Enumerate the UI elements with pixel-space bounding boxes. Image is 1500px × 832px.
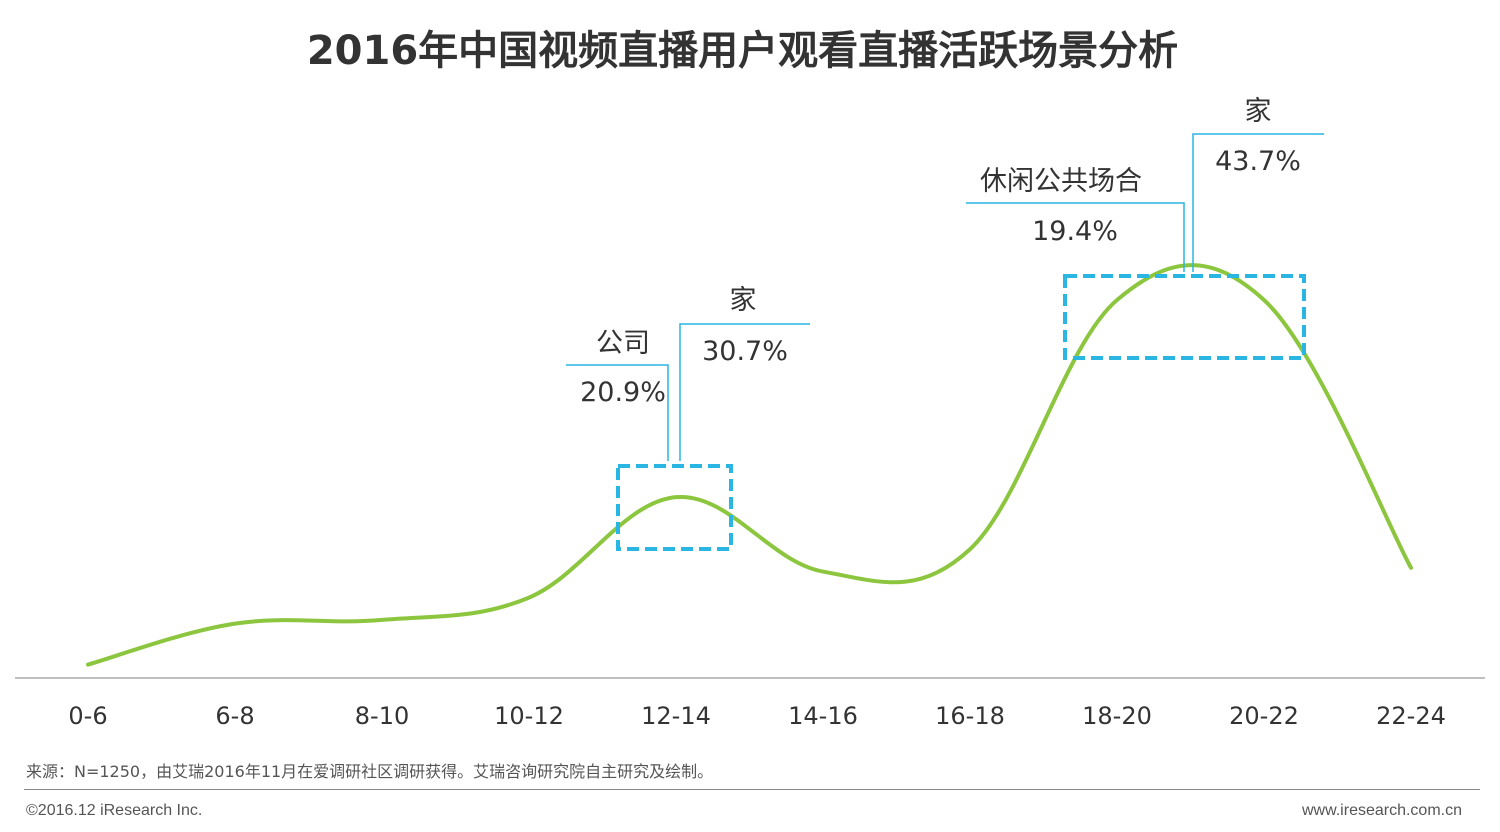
callout-line-0 <box>566 364 669 461</box>
annotation-value-2: 19.4% <box>1032 216 1118 247</box>
x-tick-label-3: 10-12 <box>494 702 564 730</box>
x-tick-label-0: 0-6 <box>68 702 107 730</box>
x-tick-label-4: 12-14 <box>641 702 711 730</box>
x-tick-labels: 0-6 6-8 8-10 10-12 12-14 14-16 16-18 18-20 20-22… <box>68 702 1445 730</box>
copyright-text: ©2016.12 iResearch Inc. <box>26 802 203 819</box>
source-note: 来源：N=1250，由艾瑞2016年11月在爱调研社区调研获得。艾瑞咨询研究院自… <box>26 762 714 781</box>
footer-divider <box>24 789 1480 790</box>
callout-line-1 <box>679 323 810 461</box>
x-tick-label-1: 6-8 <box>215 702 254 730</box>
chart-title: 2016年中国视频直播用户观看直播活跃场景分析 <box>306 28 1179 74</box>
highlight-box-midday <box>616 464 733 551</box>
annotation-label-0: 公司 <box>596 328 650 359</box>
x-tick-label-5: 14-16 <box>788 702 858 730</box>
x-tick-label-8: 20-22 <box>1229 702 1299 730</box>
chart-canvas: 0-6 6-8 8-10 10-12 12-14 14-16 16-18 18-20 20-22… <box>15 96 1485 730</box>
website-link[interactable]: www.iresearch.com.cn <box>1301 802 1462 819</box>
x-tick-label-2: 8-10 <box>355 702 409 730</box>
highlight-box-evening <box>1063 274 1306 360</box>
callout-line-2 <box>966 202 1185 272</box>
annotation-value-1: 30.7% <box>702 336 788 367</box>
x-tick-label-9: 22-24 <box>1376 702 1446 730</box>
annotation-value-0: 20.9% <box>580 377 666 408</box>
series-line <box>86 263 1413 667</box>
annotation-label-1: 家 <box>730 285 757 316</box>
x-tick-label-7: 18-20 <box>1082 702 1152 730</box>
annotation-label-2: 休闲公共场合 <box>980 166 1142 197</box>
annotation-label-3: 家 <box>1245 96 1272 127</box>
annotation-value-3: 43.7% <box>1215 146 1301 177</box>
x-tick-label-6: 16-18 <box>935 702 1005 730</box>
callout-line-3 <box>1192 133 1324 272</box>
